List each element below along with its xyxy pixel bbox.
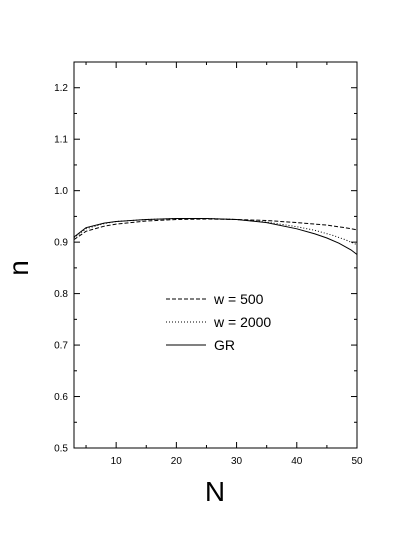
legend-label-w-2000: w = 2000 bbox=[213, 314, 271, 330]
legend-label-w-500: w = 500 bbox=[213, 291, 264, 307]
series-line-gr bbox=[73, 218, 358, 255]
series-line-w-2000 bbox=[73, 218, 358, 246]
x-axis-title: N bbox=[205, 476, 225, 507]
x-tick-label: 50 bbox=[351, 456, 363, 467]
tick-labels: 10 20 30 40 50 0.5 0.6 0.7 0.8 0.9 1.0 1.1 1.2 bbox=[54, 83, 363, 467]
plot-frame bbox=[73, 61, 358, 449]
x-tick-label: 40 bbox=[291, 456, 303, 467]
series-lines bbox=[73, 218, 358, 255]
y-tick-label: 1.0 bbox=[54, 186, 68, 197]
ticks bbox=[74, 62, 358, 449]
x-tick-label: 20 bbox=[171, 456, 183, 467]
y-axis-title: n bbox=[3, 260, 34, 276]
x-tick-label: 30 bbox=[231, 456, 243, 467]
y-tick-label: 0.7 bbox=[54, 341, 68, 352]
y-tick-label: 0.6 bbox=[54, 392, 68, 403]
y-tick-label: 1.1 bbox=[54, 135, 68, 146]
series-line-w-500 bbox=[73, 218, 358, 241]
y-tick-label: 0.5 bbox=[54, 444, 68, 455]
y-tick-label: 0.8 bbox=[54, 289, 68, 300]
x-tick-label: 10 bbox=[111, 456, 123, 467]
legend-label-gr: GR bbox=[214, 337, 235, 353]
y-tick-label: 1.2 bbox=[54, 83, 68, 94]
y-tick-label: 0.9 bbox=[54, 238, 68, 249]
legend: w = 500 w = 2000 GR bbox=[166, 291, 271, 353]
